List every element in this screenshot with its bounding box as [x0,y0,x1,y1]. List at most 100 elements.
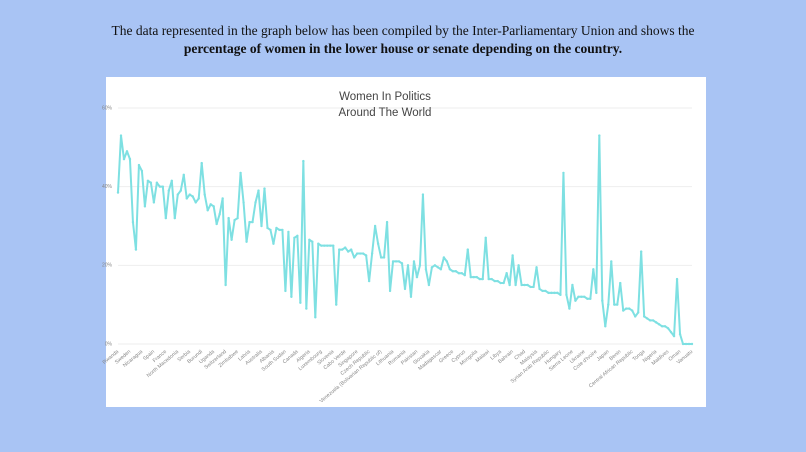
data-point [254,201,257,204]
data-point [547,291,550,295]
data-point [185,197,188,200]
data-point [164,216,168,220]
data-point [514,283,517,287]
data-point [619,281,622,285]
data-point [559,293,562,297]
y-tick-label: 0% [105,341,113,347]
data-point [496,279,499,283]
data-point [607,303,610,306]
data-point [149,181,153,184]
data-point [176,193,179,196]
data-point [370,252,374,255]
data-point [131,220,135,224]
data-point [236,216,239,220]
data-point [317,242,320,245]
data-point [221,197,224,200]
data-point [592,268,595,271]
data-point [227,216,230,220]
data-point [499,281,502,285]
data-point [657,323,661,326]
data-point [439,268,443,271]
data-point [296,234,299,238]
data-point [571,283,574,287]
data-point [134,248,138,251]
data-point [645,317,649,320]
data-point [675,277,679,281]
data-line [117,134,692,345]
data-point [361,252,365,255]
data-point [690,342,694,346]
data-point [436,266,440,269]
data-point [173,216,177,220]
data-point [194,201,197,204]
x-tick-label: Malawi [475,349,491,364]
data-point [394,260,398,263]
data-point [469,275,472,279]
data-point [505,272,508,275]
data-point [128,157,132,161]
data-point [373,224,377,228]
data-point [302,159,305,163]
data-point [188,193,191,196]
data-point [248,220,251,224]
data-point [391,260,395,263]
data-point [466,248,469,251]
data-point [529,285,532,289]
data-point [218,213,221,216]
data-point [628,307,631,310]
data-point [550,291,553,295]
data-point [245,240,248,243]
chart-title: Women In Politics Around The World [338,91,432,119]
y-tick-label: 40% [102,184,113,190]
data-point [598,134,601,137]
data-point [332,244,335,247]
data-point [397,260,401,263]
data-point [358,252,362,255]
data-point [586,297,589,300]
data-point [684,342,688,346]
data-point [678,332,682,336]
data-point [179,189,182,192]
data-point [651,319,655,322]
data-point [520,283,523,287]
data-point [601,299,604,302]
data-point [355,252,359,255]
data-point [595,291,598,295]
data-point [457,272,461,275]
data-point [517,264,520,267]
data-point [278,228,281,232]
data-point [580,295,583,298]
data-point [660,325,664,328]
data-point [200,161,203,165]
data-point [577,295,580,298]
data-point [281,228,284,232]
data-point [508,283,511,287]
data-point [257,189,260,192]
data-point [152,201,156,204]
data-point [409,295,413,298]
data-point [622,309,625,312]
data-point [631,309,634,312]
data-point [382,256,386,259]
data-point [329,244,332,247]
data-point [215,222,218,226]
data-point [269,228,272,232]
data-point [648,319,652,322]
data-point [224,283,227,287]
data-point [625,307,628,310]
data-point [487,277,490,281]
data-point [427,283,431,287]
data-point [146,179,150,182]
data-point [379,256,383,259]
data-point [338,248,341,251]
data-point [475,275,478,279]
intro-text: percentage of women in the lower house o… [183,41,623,56]
x-tick-label: Japan [596,349,611,363]
data-point [511,254,514,257]
data-point [385,220,389,224]
data-point [553,291,556,295]
data-point [209,203,212,206]
data-point [326,244,329,247]
data-point [433,264,437,267]
data-point [116,191,120,194]
